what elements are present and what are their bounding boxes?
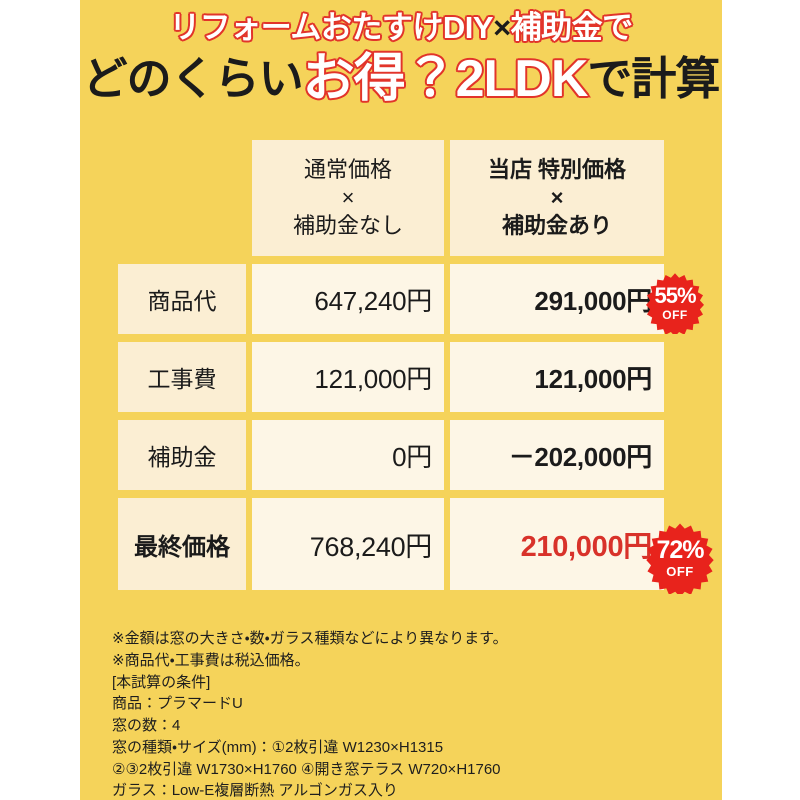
table-cell-subsidy-special: －202,000円 [450,420,664,490]
footnote-line-2: ※商品代・工事費は税込価格。 [112,651,310,669]
headline-line-1: リフォームおたすけDIY×補助金で [80,0,722,45]
header-normal-line3: 補助金なし [292,213,403,239]
header-special-line2: × [550,184,564,210]
header-special-line3: 補助金あり [501,213,612,239]
discount-badge-72: 72% OFF [644,522,716,594]
table-cell-construction-special: 121,000円 [450,342,664,412]
table-corner-cell [118,140,246,256]
footnote-line-8: ガラス：Low-E複層断熱 アルゴンガス入り [112,782,398,800]
headline-line1-part1: リフォームおたすけDIY [168,10,494,45]
table-cell-construction-normal: 121,000円 [252,342,444,412]
header-normal-line1: 通常価格 [303,156,392,182]
footnote-line-1: ※金額は窓の大きさ・数・ガラス種類などにより異なります。 [112,630,508,647]
headline-line2-otoku: お得？ [301,49,458,108]
starburst-shape [645,273,705,334]
table-row-label-product: 商品代 [118,264,246,334]
table-row-label-final-price: 最終価格 [118,498,246,590]
table-row-label-construction: 工事費 [118,342,246,412]
table-cell-final-special: 210,000円 [450,498,664,590]
price-comparison-table: 通常価格 × 補助金なし 当店 特別価格 × 補助金あり 商品代 647,240… [118,140,664,590]
headline-line2-part1: どのくらい [82,52,304,104]
headline-block: リフォームおたすけDIY×補助金で どのくらいお得？2LDKで計算 [80,0,722,128]
table-cell-final-normal: 768,240円 [252,498,444,590]
headline-line1-part3: 補助金で [510,10,635,45]
headline-line2-part4: で計算 [587,52,720,104]
footnote-block: ※金額は窓の大きさ・数・ガラス種類などにより異なります。 ※商品代・工事費は税込… [112,628,712,800]
table-cell-product-normal: 647,240円 [252,264,444,334]
footnote-line-5: 窓の数：4 [112,717,181,734]
starburst-shape [646,523,714,594]
headline-line-2: どのくらいお得？2LDKで計算 [80,45,722,108]
table-cell-subsidy-normal: 0円 [252,420,444,490]
table-header-special-price: 当店 特別価格 × 補助金あり [450,140,664,256]
headline-line1-times: × [493,10,511,45]
footnote-line-3: [本試算の条件] [112,673,211,691]
table-cell-product-special: 291,000円 [450,264,664,334]
headline-line2-2ldk: 2LDK [454,49,590,108]
table-row-label-subsidy: 補助金 [118,420,246,490]
header-normal-line2: × [341,184,355,210]
footnote-line-6: 窓の種類・サイズ(mm)：①2枚引違 W1230×H1315 [112,738,444,756]
table-header-normal-price: 通常価格 × 補助金なし [252,140,444,256]
discount-badge-55: 55% OFF [644,272,706,334]
footnote-line-4: 商品：プラマードU [112,695,243,713]
header-special-line1: 当店 特別価格 [487,156,627,182]
footnote-line-7: ②③2枚引違 W1730×H1760 ④開き窓テラス W720×H1760 [112,760,501,778]
